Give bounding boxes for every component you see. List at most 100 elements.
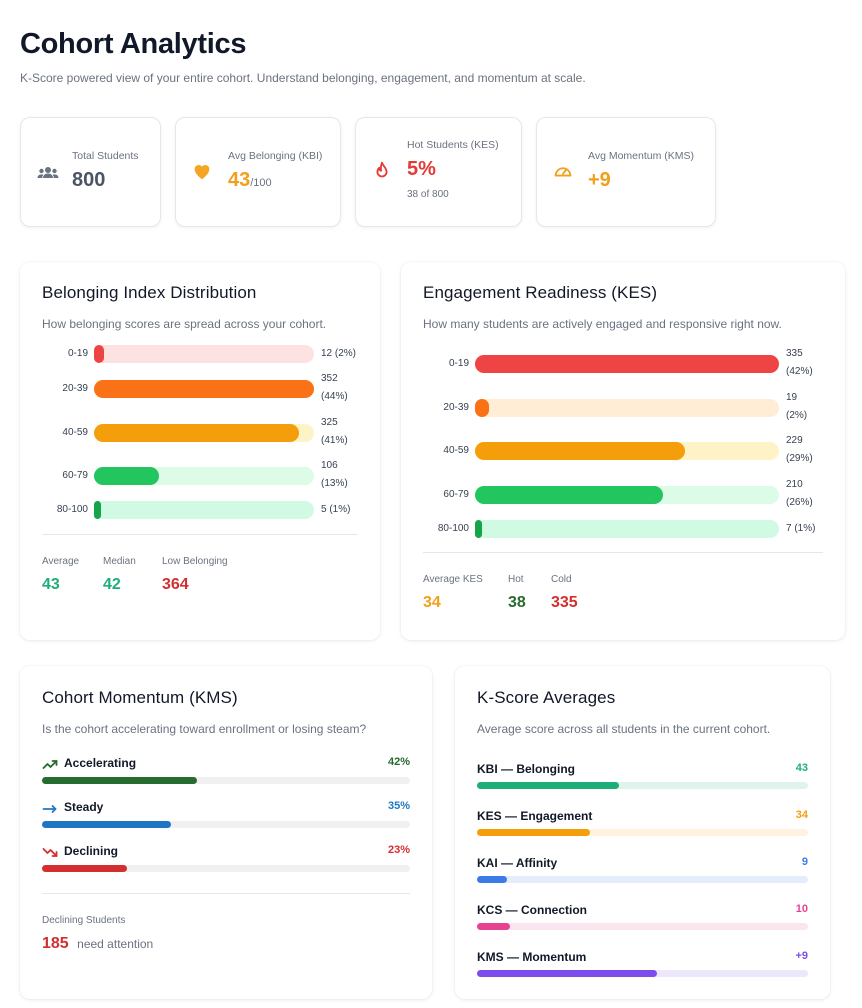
divider (42, 534, 358, 535)
bar-count-value: 106 (321, 460, 338, 471)
arrow-right-icon (42, 805, 57, 813)
k-score-value: 9 (801, 856, 808, 868)
card-title: Belonging Index Distribution (42, 283, 257, 302)
bar-count: 106 (13%) (321, 457, 348, 493)
stat-card-avg-belonging: Avg Belonging (KBI) 43/100 (175, 117, 341, 227)
bar-count-percent: (44%) (321, 391, 348, 402)
stat-label: Avg Momentum (KMS) (588, 150, 694, 162)
k-score-bar-fill (477, 923, 511, 930)
bar-fill (94, 380, 314, 398)
bar-track (94, 345, 314, 363)
bar-count-value: 12 (2%) (321, 348, 357, 359)
bar-fill (475, 399, 490, 417)
stat-value: 5% (407, 158, 436, 180)
metric-label: Hot (508, 574, 524, 585)
distribution-row: 60-79 106 (13%) (20, 460, 380, 489)
stat-value: 43/100 (228, 169, 272, 192)
bar-track (475, 486, 779, 504)
bar-count-percent: (29%) (786, 453, 813, 464)
range-label: 0-19 (448, 358, 469, 369)
momentum-bar-fill (42, 777, 197, 784)
card-title: Cohort Momentum (KMS) (42, 688, 238, 707)
stat-sub: 38 of 800 (407, 189, 449, 200)
metric-value: 43 (42, 576, 60, 593)
bar-track (94, 380, 314, 398)
momentum-percent: 23% (387, 844, 410, 856)
stat-card-avg-momentum: Avg Momentum (KMS) +9 (536, 117, 716, 227)
bar-count: 5 (1%) (321, 501, 350, 519)
declining-students-summary: 185 need attention (42, 935, 153, 953)
stat-value: 800 (72, 169, 106, 191)
bar-count-value: 19 (786, 392, 798, 403)
metric-value: 34 (423, 594, 441, 611)
divider (423, 552, 823, 553)
k-score-bar-fill (477, 876, 507, 883)
momentum-bar-track (42, 777, 410, 784)
bar-count-value: 7 (1%) (786, 523, 816, 534)
declining-students-note: need attention (77, 937, 154, 951)
k-score-bar-track (477, 829, 808, 836)
bar-count-percent: (41%) (321, 435, 348, 446)
metric-value: 335 (551, 594, 578, 611)
momentum-label: Accelerating (64, 756, 137, 770)
bar-track (94, 501, 314, 519)
heart-icon (194, 165, 210, 180)
stat-value: +9 (588, 169, 611, 191)
stat-card-hot-students: Hot Students (KES) 5% 38 of 800 (355, 117, 522, 227)
bar-fill (94, 467, 159, 485)
stat-value-number: 43 (228, 169, 251, 191)
card-description: Is the cohort accelerating toward enroll… (42, 722, 367, 736)
declining-students-label: Declining Students (42, 915, 126, 926)
gauge-icon (554, 167, 572, 177)
stat-card-total-students: Total Students 800 (20, 117, 161, 227)
distribution-row: 0-19 12 (2%) (20, 344, 380, 364)
range-label: 80-100 (437, 523, 469, 534)
declining-students-value: 185 (42, 935, 69, 952)
k-score-label: KAI — Affinity (477, 856, 558, 870)
bar-track (94, 424, 314, 442)
bar-count-value: 5 (1%) (321, 504, 351, 515)
bar-fill (94, 424, 299, 442)
distribution-row: 40-59 229 (29%) (401, 435, 845, 464)
k-score-bar-fill (477, 782, 620, 789)
range-label: 0-19 (67, 348, 88, 359)
bar-count-percent: (2%) (786, 410, 808, 421)
bar-track (94, 467, 314, 485)
bar-count-value: 352 (321, 373, 338, 384)
bar-count: 210 (26%) (786, 476, 813, 512)
distribution-row: 0-19 335 (42%) (401, 348, 845, 377)
bar-count: 12 (2%) (321, 345, 356, 363)
momentum-label: Steady (64, 800, 104, 814)
k-score-bar-fill (477, 829, 590, 836)
bar-count-percent: (26%) (786, 497, 813, 508)
momentum-bar-track (42, 821, 410, 828)
bar-fill (475, 355, 779, 373)
bar-track (475, 399, 779, 417)
card-description: How many students are actively engaged a… (423, 317, 782, 331)
bar-fill (475, 520, 483, 538)
users-icon (37, 167, 59, 178)
card-title: Engagement Readiness (KES) (423, 283, 658, 302)
bar-fill (475, 442, 685, 460)
momentum-bar-fill (42, 821, 171, 828)
distribution-row: 40-59 325 (41%) (20, 417, 380, 446)
divider (42, 893, 410, 894)
momentum-bar-track (42, 865, 410, 872)
bar-fill (475, 486, 664, 504)
bar-count: 7 (1%) (786, 520, 815, 538)
card-description: Average score across all students in the… (477, 722, 771, 736)
bar-count-value: 335 (786, 348, 803, 359)
stat-value-suffix: /100 (250, 177, 272, 189)
metric-value: 364 (162, 576, 189, 593)
bar-count: 352 (44%) (321, 370, 348, 406)
range-label: 80-100 (56, 504, 88, 515)
bar-count: 325 (41%) (321, 414, 348, 450)
k-score-bar-track (477, 970, 808, 977)
k-score-value: 10 (795, 903, 808, 915)
k-score-bar-track (477, 876, 808, 883)
k-score-label: KES — Engagement (477, 809, 593, 823)
metric-value: 42 (103, 576, 121, 593)
bar-count-percent: (13%) (321, 478, 348, 489)
page-subtitle: K-Score powered view of your entire coho… (20, 71, 586, 85)
k-score-value: +9 (795, 950, 808, 962)
